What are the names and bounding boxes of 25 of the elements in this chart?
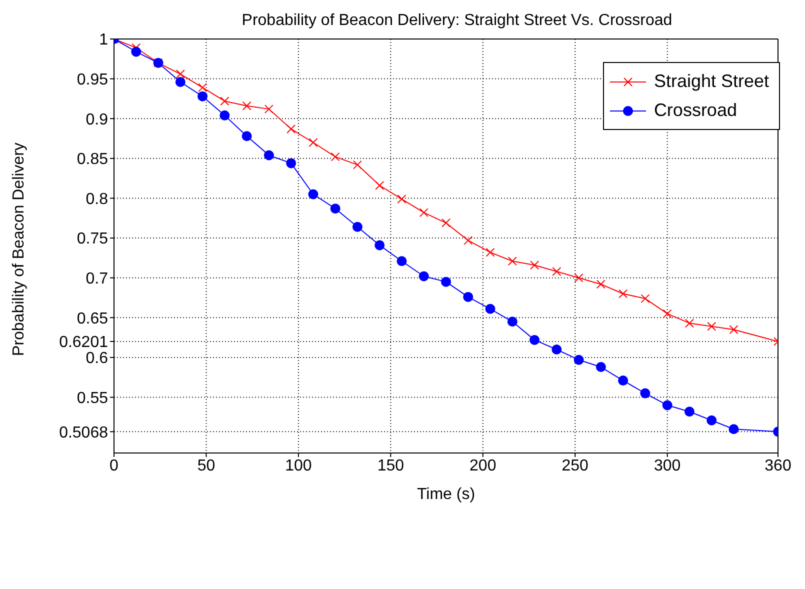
x-tick-label: 100	[285, 457, 312, 474]
y-tick-label: 0.55	[76, 390, 108, 407]
y-tick-label: 0.85	[76, 151, 108, 168]
x-tick-label: 250	[562, 457, 589, 474]
y-tick-label: 0.75	[76, 230, 108, 248]
y-tick-label: 0.95	[76, 71, 108, 88]
y-tick-label: 0.5068	[59, 424, 108, 442]
y-tick-label: 0.65	[76, 310, 108, 328]
x-tick-label: 300	[654, 457, 681, 474]
y-tick-label: 0.7	[86, 270, 108, 288]
legend-label: Crossroad	[654, 99, 737, 122]
x-tick-label: 200	[470, 457, 496, 474]
y-tick-label: 0.8	[86, 190, 108, 208]
x-tick-label: 360	[764, 457, 792, 474]
y-tick-label: 0.9	[86, 111, 108, 128]
legend-label: Straight Street	[654, 70, 769, 93]
chart-title: Probability of Beacon Delivery: Straight Street Vs. Crossroad	[240, 12, 674, 30]
y-tick-label: 0.6201	[59, 334, 108, 352]
x-axis-title: Time (s)	[416, 486, 476, 503]
y-tick-label: 1	[99, 32, 108, 49]
x-tick-label: 50	[197, 457, 216, 474]
y-tick-label: 0.6	[86, 350, 108, 368]
y-axis-title: Probability of Beacon Delivery	[10, 142, 28, 356]
x-tick-label: 150	[377, 457, 404, 474]
x-tick-label: 0	[110, 457, 119, 474]
